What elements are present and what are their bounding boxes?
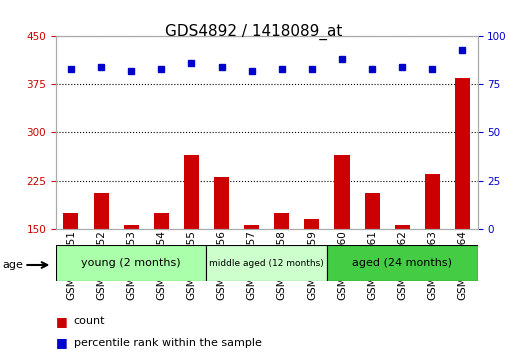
- Text: count: count: [74, 316, 105, 326]
- Text: age: age: [3, 260, 23, 270]
- Bar: [206, 245, 327, 281]
- Text: GDS4892 / 1418089_at: GDS4892 / 1418089_at: [165, 24, 343, 40]
- Bar: [334, 155, 350, 229]
- Text: middle aged (12 months): middle aged (12 months): [209, 259, 324, 268]
- Bar: [93, 193, 109, 229]
- Bar: [455, 78, 470, 229]
- Bar: [214, 178, 229, 229]
- Bar: [123, 225, 139, 229]
- Bar: [64, 213, 78, 229]
- Bar: [365, 193, 379, 229]
- Bar: [244, 225, 259, 229]
- Bar: [425, 174, 440, 229]
- Bar: [395, 225, 410, 229]
- Bar: [304, 219, 320, 229]
- Text: percentile rank within the sample: percentile rank within the sample: [74, 338, 262, 348]
- Bar: [56, 245, 206, 281]
- Text: ■: ■: [56, 337, 68, 350]
- Bar: [184, 155, 199, 229]
- Bar: [154, 213, 169, 229]
- Bar: [274, 213, 289, 229]
- Text: ■: ■: [56, 315, 68, 328]
- Text: young (2 months): young (2 months): [81, 258, 181, 268]
- Text: aged (24 months): aged (24 months): [352, 258, 452, 268]
- Bar: [327, 245, 478, 281]
